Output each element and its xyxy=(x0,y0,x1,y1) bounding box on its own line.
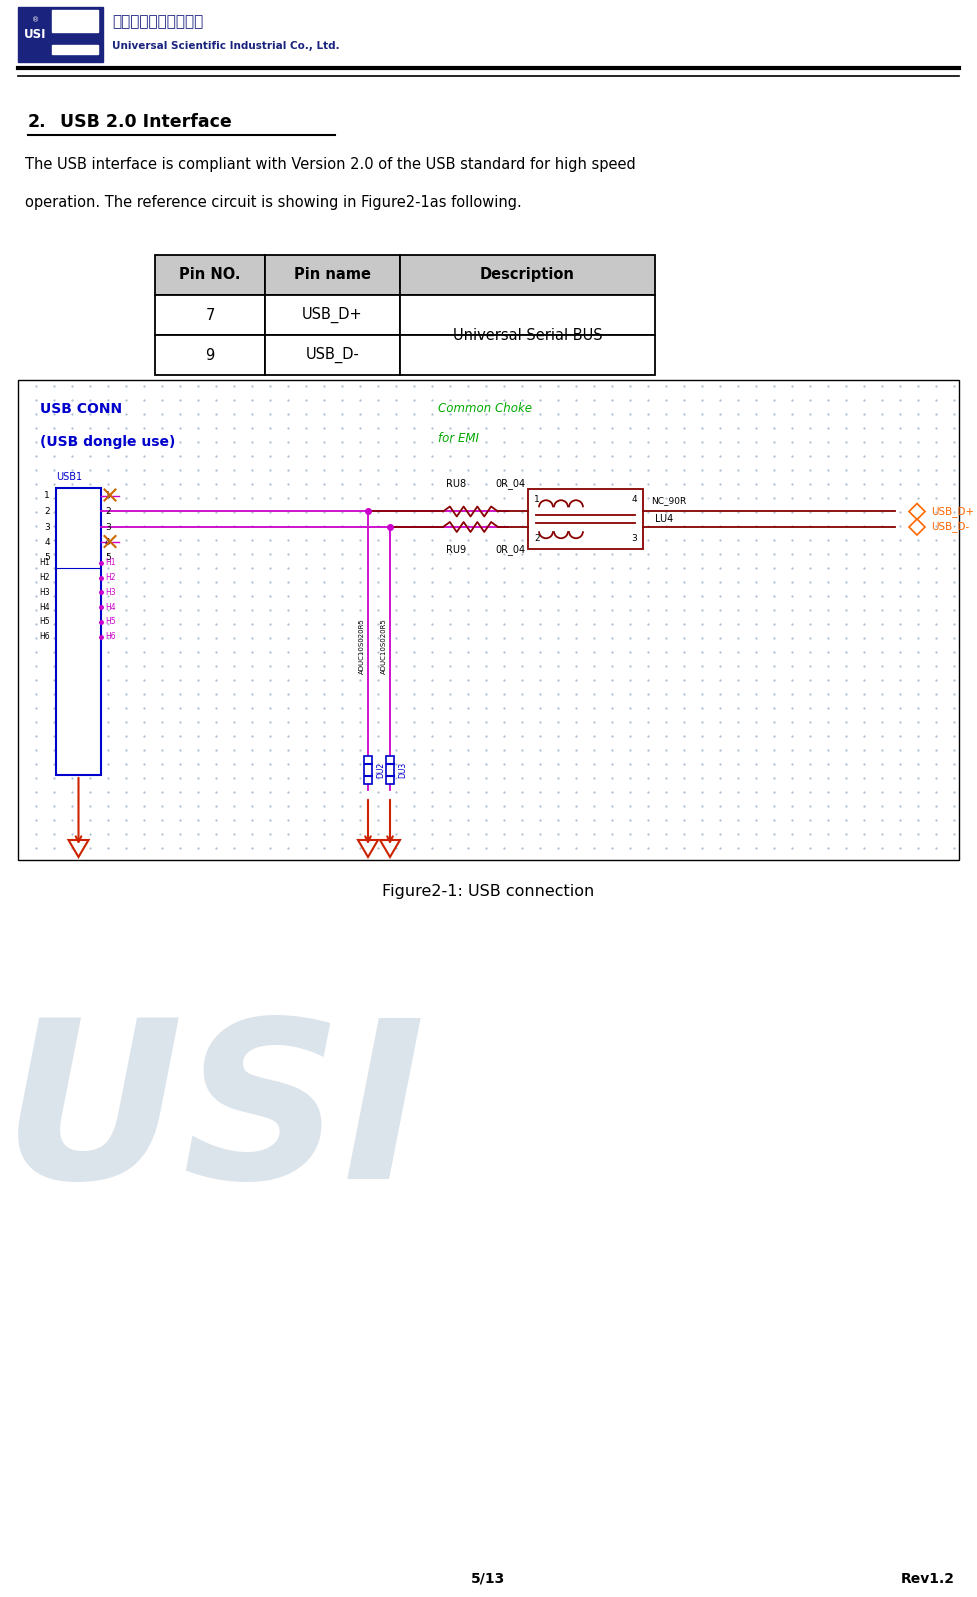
Text: Universal Serial BUS: Universal Serial BUS xyxy=(452,327,602,342)
Text: 2: 2 xyxy=(44,506,50,516)
Text: USB 2.0 Interface: USB 2.0 Interface xyxy=(60,113,232,131)
Text: H5: H5 xyxy=(39,618,50,626)
Text: DU3: DU3 xyxy=(398,762,407,778)
Text: USI: USI xyxy=(24,29,47,42)
Text: H1: H1 xyxy=(39,559,50,567)
Text: 3: 3 xyxy=(631,533,637,543)
Text: 環隆電氣股份有限公司: 環隆電氣股份有限公司 xyxy=(112,14,203,29)
Text: 4: 4 xyxy=(44,538,50,548)
Text: H5: H5 xyxy=(105,618,115,626)
Text: (USB dongle use): (USB dongle use) xyxy=(40,434,176,449)
Text: H3: H3 xyxy=(105,588,115,597)
Text: Description: Description xyxy=(480,268,574,283)
Text: 4: 4 xyxy=(105,538,110,548)
Text: H2: H2 xyxy=(39,573,50,581)
Text: 2.: 2. xyxy=(28,113,47,131)
Text: ®: ® xyxy=(32,18,39,22)
Text: The USB interface is compliant with Version 2.0 of the USB standard for high spe: The USB interface is compliant with Vers… xyxy=(25,158,636,172)
Text: LU4: LU4 xyxy=(655,514,673,524)
Text: RU8: RU8 xyxy=(446,479,466,490)
Text: 5: 5 xyxy=(105,554,110,562)
Bar xyxy=(400,335,655,375)
Text: 9: 9 xyxy=(205,348,215,363)
Text: H4: H4 xyxy=(105,602,115,612)
Text: Rev1.2: Rev1.2 xyxy=(901,1571,955,1586)
Bar xyxy=(56,489,101,775)
Text: H6: H6 xyxy=(105,632,115,642)
Text: Figure2-1: USB connection: Figure2-1: USB connection xyxy=(382,885,595,899)
Text: USB_D-: USB_D- xyxy=(931,522,969,532)
Polygon shape xyxy=(909,519,925,535)
Text: 3: 3 xyxy=(105,522,110,532)
Text: 5/13: 5/13 xyxy=(471,1571,506,1586)
Bar xyxy=(52,45,98,54)
Text: USB_D-: USB_D- xyxy=(306,347,360,363)
Text: 1: 1 xyxy=(44,492,50,500)
Text: H1: H1 xyxy=(105,559,115,567)
Text: ADUC10S020R5: ADUC10S020R5 xyxy=(359,618,365,674)
Bar xyxy=(18,380,959,861)
Text: 2: 2 xyxy=(105,506,110,516)
Text: USB CONN: USB CONN xyxy=(40,402,122,415)
Text: Common Choke: Common Choke xyxy=(438,402,532,415)
Text: 1: 1 xyxy=(105,492,110,500)
Bar xyxy=(155,295,265,335)
Text: H6: H6 xyxy=(39,632,50,642)
Bar xyxy=(400,256,655,295)
Bar xyxy=(364,755,372,784)
Text: USI: USI xyxy=(3,1011,427,1225)
Text: USB_D+: USB_D+ xyxy=(302,307,362,323)
Text: USB1: USB1 xyxy=(56,473,82,482)
Text: 7: 7 xyxy=(205,308,215,323)
Text: USB_D+: USB_D+ xyxy=(931,506,974,517)
Bar xyxy=(265,256,400,295)
Text: 3: 3 xyxy=(44,522,50,532)
Text: 5: 5 xyxy=(44,554,50,562)
Text: DU2: DU2 xyxy=(376,762,385,778)
Text: 2: 2 xyxy=(534,533,539,543)
Bar xyxy=(52,10,98,32)
Text: Pin name: Pin name xyxy=(294,268,371,283)
Text: 4: 4 xyxy=(631,495,637,505)
Bar xyxy=(386,755,394,784)
Text: Pin NO.: Pin NO. xyxy=(179,268,240,283)
Text: ADUC10S020R5: ADUC10S020R5 xyxy=(381,618,387,674)
Bar xyxy=(18,6,103,62)
Text: NC_90R: NC_90R xyxy=(651,497,686,506)
Text: H2: H2 xyxy=(105,573,115,581)
Bar xyxy=(400,295,655,335)
Bar xyxy=(528,490,643,549)
Polygon shape xyxy=(909,503,925,519)
Bar xyxy=(265,335,400,375)
Text: 0R_04: 0R_04 xyxy=(495,479,525,490)
Bar xyxy=(155,335,265,375)
Bar xyxy=(265,295,400,335)
Text: 0R_04: 0R_04 xyxy=(495,545,525,556)
Text: Universal Scientific Industrial Co., Ltd.: Universal Scientific Industrial Co., Ltd… xyxy=(112,42,340,51)
Bar xyxy=(155,256,265,295)
Text: H3: H3 xyxy=(39,588,50,597)
Text: 1: 1 xyxy=(534,495,539,505)
Text: H4: H4 xyxy=(39,602,50,612)
Text: operation. The reference circuit is showing in Figure2-1as following.: operation. The reference circuit is show… xyxy=(25,195,522,209)
Text: RU9: RU9 xyxy=(446,545,466,556)
Text: for EMI: for EMI xyxy=(438,433,479,446)
